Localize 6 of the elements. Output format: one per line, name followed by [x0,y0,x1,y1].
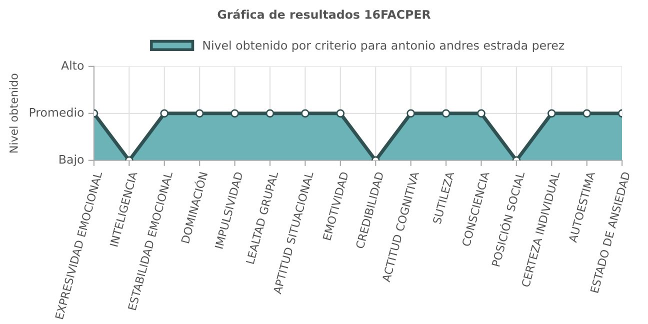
legend-label: Nivel obtenido por criterio para antonio andres estrada perez [203,40,564,52]
text: Bajo [60,154,84,166]
y-axis-title: Nivel obtenido [9,74,18,153]
chart-title: Gráfica de resultados 16FACPER [218,9,431,19]
text: Promedio [30,108,84,117]
text: Alto [61,60,84,70]
